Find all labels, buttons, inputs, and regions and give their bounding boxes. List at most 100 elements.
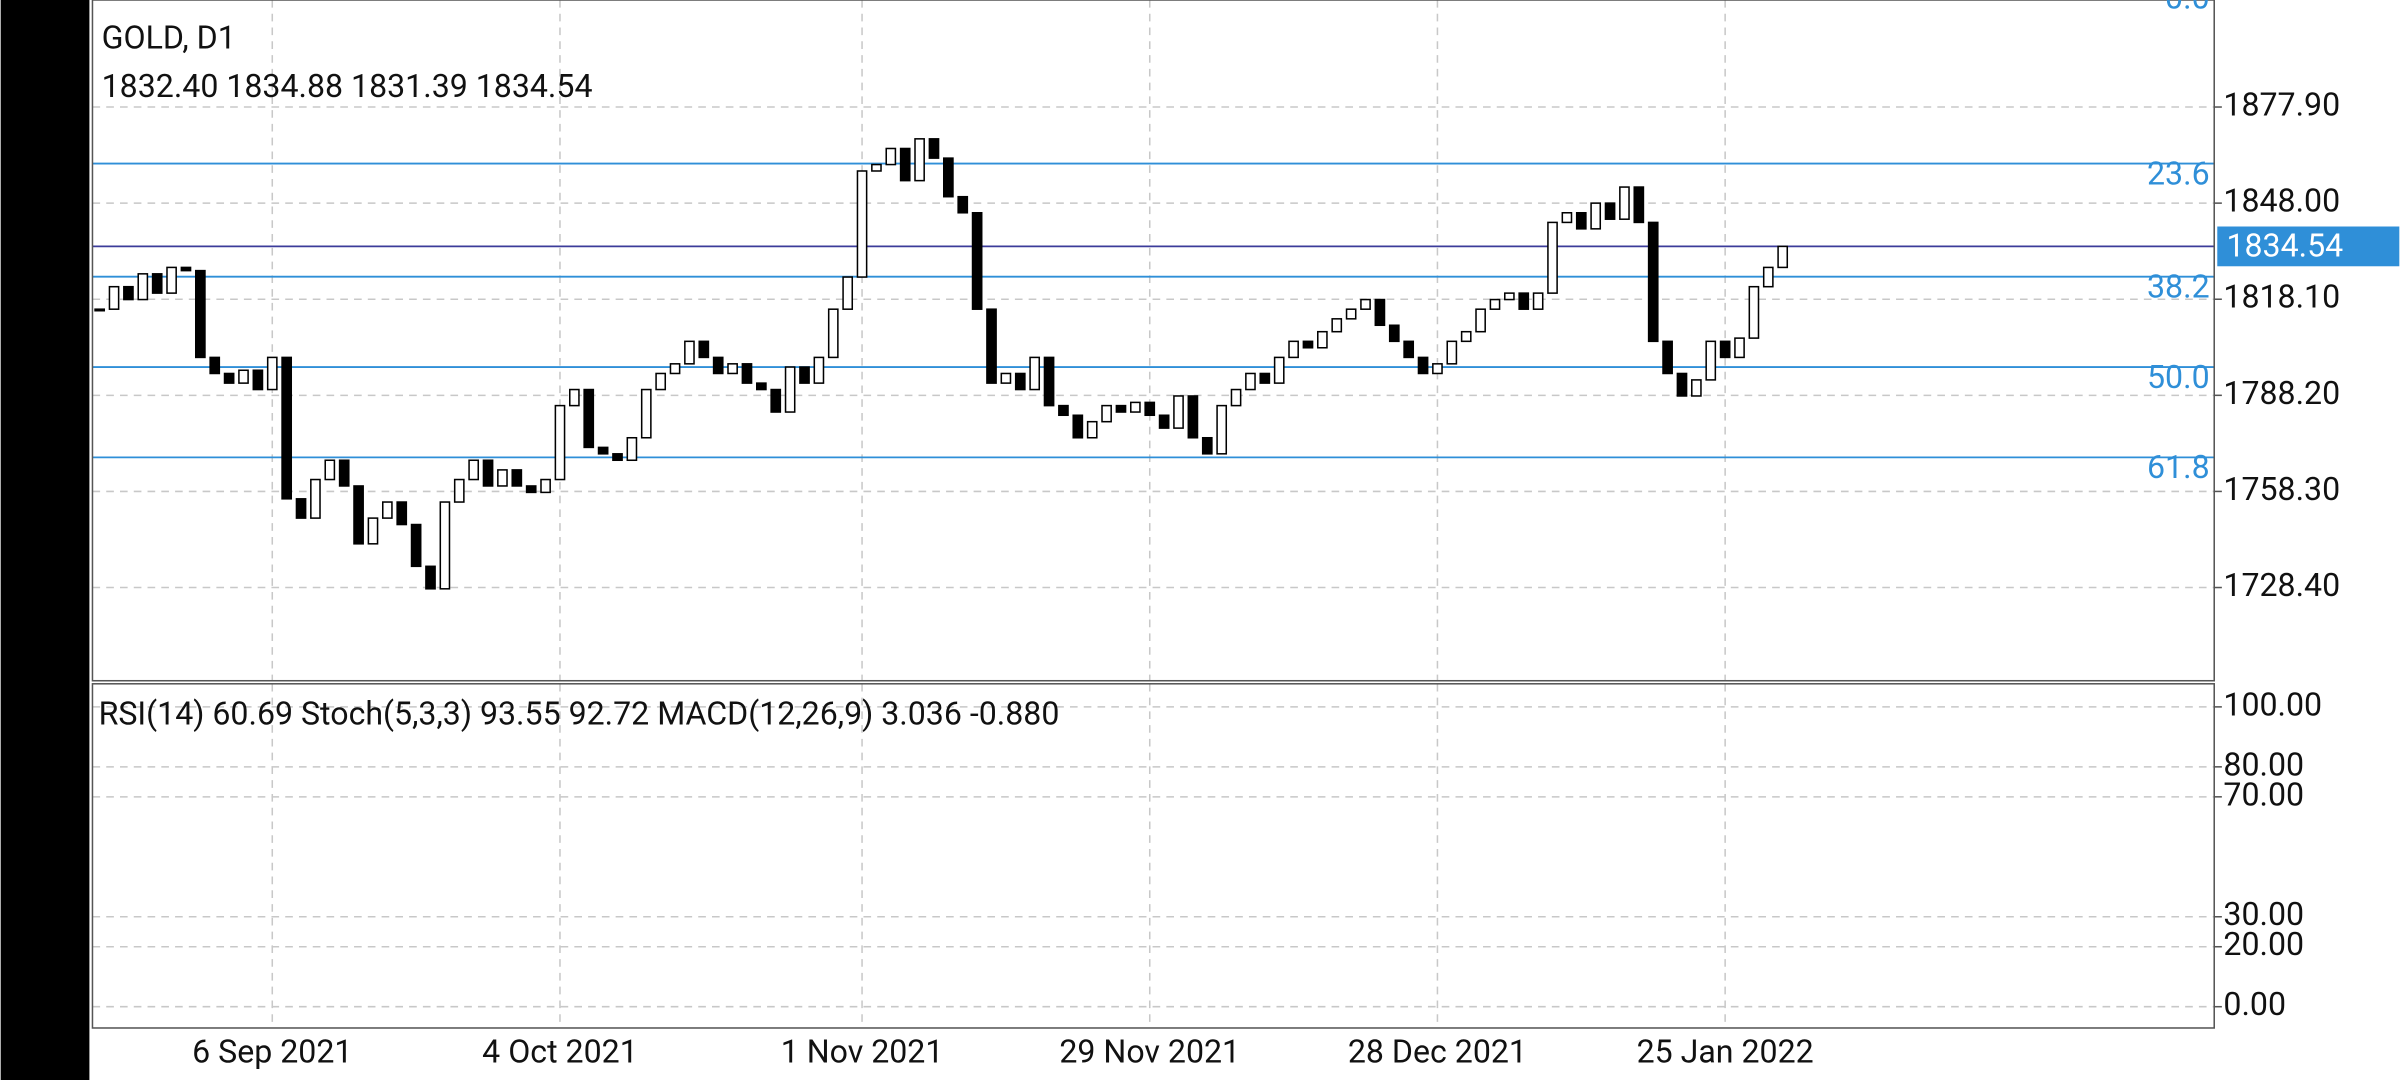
- candle: [1014, 372, 1026, 391]
- price-box: [2217, 226, 2400, 267]
- candle: [1331, 318, 1343, 333]
- candle: [1547, 221, 1558, 294]
- candle: [1619, 186, 1630, 220]
- candle: [914, 138, 925, 182]
- candle: [425, 565, 436, 590]
- chart-title: GOLD, D1: [102, 18, 236, 56]
- price-label: 1834.54: [2226, 226, 2343, 264]
- candle: [1518, 292, 1530, 310]
- candle: [1676, 372, 1688, 397]
- x-tick-label: 1 Nov 2021: [781, 1032, 944, 1070]
- y-tick-label: 30.00: [2223, 895, 2304, 933]
- candle: [827, 308, 839, 359]
- candle: [741, 363, 753, 384]
- candle: [396, 501, 408, 526]
- candle: [1777, 245, 1789, 269]
- candle: [569, 388, 580, 407]
- candle: [94, 308, 106, 312]
- candle: [669, 363, 681, 375]
- candle: [1417, 356, 1429, 375]
- candle: [1130, 401, 1141, 413]
- candle: [1561, 212, 1573, 224]
- candle: [1575, 212, 1587, 230]
- y-tick-label: 20.00: [2223, 925, 2304, 963]
- candle: [511, 469, 523, 487]
- candle: [727, 363, 738, 375]
- candle: [295, 498, 307, 519]
- candle: [410, 523, 422, 568]
- candle: [123, 285, 134, 301]
- candle: [655, 372, 667, 391]
- candle: [468, 459, 480, 481]
- x-tick-label: 25 Jan 2022: [1637, 1032, 1814, 1070]
- ohlc: 1832.40 1834.88 1831.39 1834.54: [102, 67, 593, 105]
- candle: [684, 340, 695, 365]
- candle: [497, 469, 508, 487]
- y-tick-label: 0.00: [2223, 985, 2286, 1023]
- candle: [266, 356, 278, 391]
- candle: [1187, 395, 1199, 439]
- side-bar: [0, 0, 90, 1080]
- candle: [1173, 395, 1184, 429]
- y-tick-label: 1728.40: [2223, 566, 2340, 604]
- y-tick-label: 70.00: [2223, 775, 2304, 813]
- candle: [439, 501, 451, 590]
- candle: [943, 157, 954, 198]
- osc-title: RSI(14) 60.69 Stoch(5,3,3) 93.55 92.72 M…: [99, 694, 1060, 732]
- candle: [1446, 340, 1458, 365]
- candle: [1302, 340, 1314, 349]
- candle: [597, 446, 609, 455]
- y-tick-label: 1848.00: [2223, 182, 2340, 220]
- candle: [1590, 202, 1602, 230]
- candle: [137, 273, 149, 301]
- candle: [1647, 221, 1659, 343]
- candle: [640, 388, 652, 439]
- candle: [885, 147, 897, 166]
- candle: [1317, 330, 1328, 349]
- osc-frame: [91, 683, 2215, 1029]
- candle: [1288, 340, 1299, 359]
- candle: [1245, 372, 1256, 391]
- candle: [1734, 337, 1745, 359]
- candle: [1158, 414, 1170, 429]
- candle: [1101, 404, 1112, 423]
- candle: [928, 138, 940, 159]
- x-tick-label: 6 Sep 2021: [192, 1032, 352, 1070]
- candle: [1086, 420, 1098, 439]
- candle: [108, 285, 120, 310]
- candle: [871, 163, 882, 172]
- candle: [1043, 356, 1055, 407]
- level-label: 23.6: [2147, 154, 2210, 192]
- candle: [1259, 372, 1271, 384]
- candle: [612, 453, 623, 462]
- candle: [1432, 363, 1443, 375]
- level-label: 0.0: [2165, 0, 2210, 17]
- y-tick-label: 1877.90: [2223, 86, 2340, 124]
- candle: [338, 459, 350, 487]
- candle: [310, 478, 321, 519]
- candle: [1532, 292, 1544, 310]
- candle: [1029, 356, 1041, 391]
- candle: [986, 308, 997, 384]
- candle: [151, 273, 163, 294]
- candle: [1719, 340, 1731, 359]
- candle: [1403, 340, 1415, 359]
- candle: [799, 366, 810, 384]
- candle: [180, 266, 192, 272]
- candle: [957, 195, 969, 214]
- candle: [1058, 404, 1069, 417]
- main-frame: [91, 0, 2215, 682]
- candle: [1230, 388, 1242, 407]
- candle: [367, 517, 379, 545]
- candle: [1475, 308, 1486, 333]
- candle: [1216, 404, 1228, 455]
- y-tick-label: 1758.30: [2223, 470, 2340, 508]
- candle: [1360, 298, 1371, 310]
- candle: [1762, 266, 1774, 288]
- candle: [971, 212, 983, 310]
- candle: [1201, 436, 1213, 455]
- candle: [1345, 308, 1357, 320]
- level-label: 38.2: [2147, 267, 2210, 305]
